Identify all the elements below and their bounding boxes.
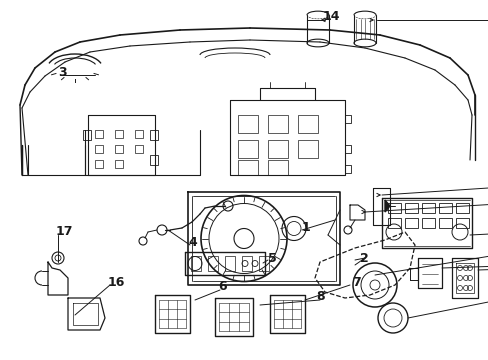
Text: 16: 16 [108, 276, 125, 289]
Text: 17: 17 [56, 225, 73, 238]
Bar [387, 218, 400, 228]
Text: 1: 1 [302, 221, 310, 234]
Bar [238, 115, 258, 133]
Bar [224, 256, 235, 271]
Text: 3: 3 [58, 67, 66, 80]
Bar [242, 256, 251, 271]
Bar [135, 130, 142, 138]
Bar [267, 140, 287, 158]
Bar [345, 145, 350, 153]
Bar [238, 140, 258, 158]
Bar [191, 256, 201, 271]
Bar [345, 115, 350, 123]
Bar [297, 140, 317, 158]
Bar [438, 203, 451, 213]
Bar [267, 160, 287, 175]
Bar [455, 203, 468, 213]
Bar [115, 145, 123, 153]
Bar [421, 203, 434, 213]
Bar [150, 155, 158, 165]
Bar [95, 130, 103, 138]
Text: 8: 8 [315, 291, 324, 303]
Bar [404, 203, 417, 213]
Bar [345, 165, 350, 173]
Text: 5: 5 [267, 252, 276, 265]
Text: 2: 2 [359, 252, 368, 265]
Bar [238, 160, 258, 175]
Bar [115, 130, 123, 138]
Bar [455, 218, 468, 228]
Polygon shape [384, 200, 389, 212]
Bar [115, 160, 123, 168]
Bar [207, 256, 218, 271]
Bar [297, 115, 317, 133]
Bar [387, 203, 400, 213]
Text: 4: 4 [187, 237, 196, 249]
Text: 6: 6 [218, 280, 226, 293]
Text: 14: 14 [323, 10, 340, 23]
Bar [259, 256, 268, 271]
Bar [95, 145, 103, 153]
Bar [150, 130, 158, 140]
Bar [267, 115, 287, 133]
Bar [135, 145, 142, 153]
Text: 7: 7 [351, 276, 360, 289]
Bar [438, 218, 451, 228]
Bar [421, 218, 434, 228]
Bar [83, 130, 91, 140]
Bar [95, 160, 103, 168]
Bar [404, 218, 417, 228]
